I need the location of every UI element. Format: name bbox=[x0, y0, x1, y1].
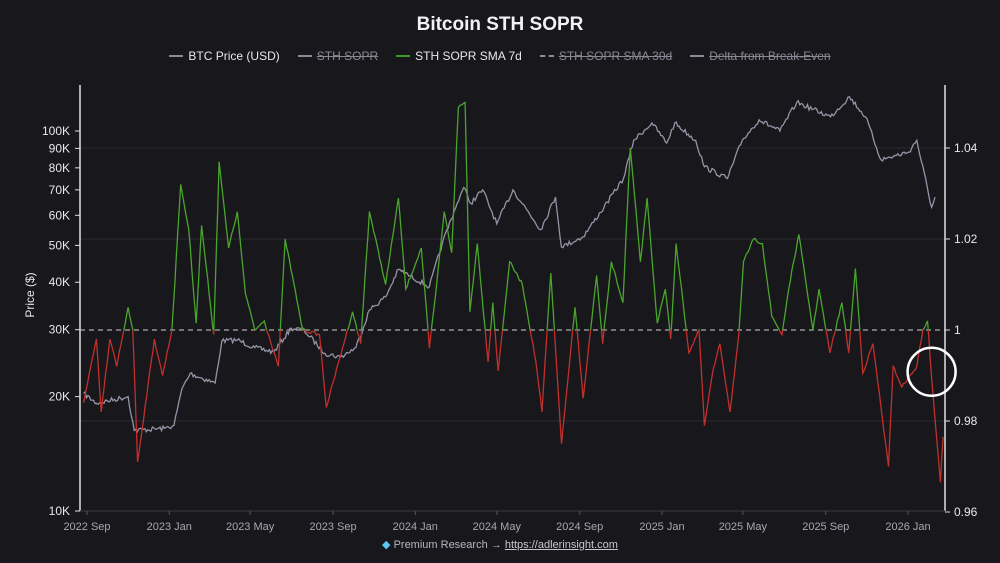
legend-swatch bbox=[539, 55, 554, 57]
y-tick-label: 90K bbox=[49, 141, 70, 155]
x-tick-label: 2024 Jan bbox=[393, 521, 438, 533]
x-tick-label: 2026 Jan bbox=[885, 521, 930, 533]
y2-tick-label: 1.02 bbox=[954, 232, 978, 246]
legend-swatch bbox=[396, 55, 411, 57]
x-tick-label: 2023 Jan bbox=[147, 521, 192, 533]
x-tick-label: 2024 Sep bbox=[556, 521, 603, 533]
y2-tick-label: 0.96 bbox=[954, 505, 978, 519]
sma7-line-below-break-even bbox=[82, 330, 944, 483]
btc-price-line bbox=[83, 96, 936, 434]
y2-tick-label: 1 bbox=[954, 323, 961, 337]
x-tick-label: 2025 May bbox=[719, 521, 768, 533]
legend-item-sma-30d[interactable]: STH SOPR SMA 30d bbox=[539, 49, 673, 63]
y-tick-label: 60K bbox=[49, 208, 70, 222]
legend-label: Delta from Break-Even bbox=[709, 49, 831, 63]
gem-icon: ◆ bbox=[382, 539, 391, 551]
y-tick-label: 10K bbox=[49, 504, 70, 518]
footer-text: Premium Research → bbox=[393, 539, 502, 551]
legend-item-delta[interactable]: Delta from Break-Even bbox=[690, 49, 831, 63]
sma7-line-above-break-even bbox=[123, 101, 929, 330]
legend: BTC Price (USD) STH SOPR STH SOPR SMA 7d… bbox=[0, 49, 1000, 63]
legend-label: BTC Price (USD) bbox=[188, 49, 280, 63]
legend-item-sma-7d[interactable]: STH SOPR SMA 7d bbox=[396, 49, 522, 63]
legend-swatch bbox=[169, 55, 184, 57]
legend-swatch bbox=[297, 55, 312, 57]
legend-label: STH SOPR SMA 7d bbox=[415, 49, 522, 63]
footer-link[interactable]: https://adlerinsight.com bbox=[504, 539, 618, 551]
x-tick-label: 2023 May bbox=[226, 521, 275, 533]
legend-label: STH SOPR bbox=[316, 49, 379, 63]
y-tick-label: 80K bbox=[49, 161, 70, 175]
legend-item-btc-price[interactable]: BTC Price (USD) bbox=[169, 49, 280, 63]
x-tick-label: 2022 Sep bbox=[63, 521, 110, 533]
y2-tick-label: 1.04 bbox=[954, 141, 978, 155]
y-tick-label: 20K bbox=[49, 390, 70, 404]
x-tick-label: 2025 Sep bbox=[802, 521, 849, 533]
highlight-circle bbox=[906, 346, 957, 398]
y-axis-label: Price ($) bbox=[23, 272, 37, 317]
y-tick-label: 40K bbox=[49, 275, 70, 289]
x-tick-label: 2024 May bbox=[473, 521, 522, 533]
y-tick-label: 30K bbox=[49, 323, 70, 337]
x-tick-label: 2023 Sep bbox=[309, 521, 356, 533]
legend-swatch bbox=[690, 55, 705, 57]
legend-label: STH SOPR SMA 30d bbox=[558, 49, 673, 63]
y-tick-label: 70K bbox=[49, 183, 70, 197]
y2-tick-label: 0.98 bbox=[954, 414, 978, 428]
legend-item-sth-sopr[interactable]: STH SOPR bbox=[297, 49, 379, 63]
x-tick-label: 2025 Jan bbox=[639, 521, 684, 533]
chart-title: Bitcoin STH SOPR bbox=[416, 14, 584, 35]
footer: ◆ Premium Research → https://adlerinsigh… bbox=[0, 538, 1000, 551]
y-tick-label: 50K bbox=[49, 238, 70, 252]
y-tick-label: 100K bbox=[42, 124, 70, 138]
